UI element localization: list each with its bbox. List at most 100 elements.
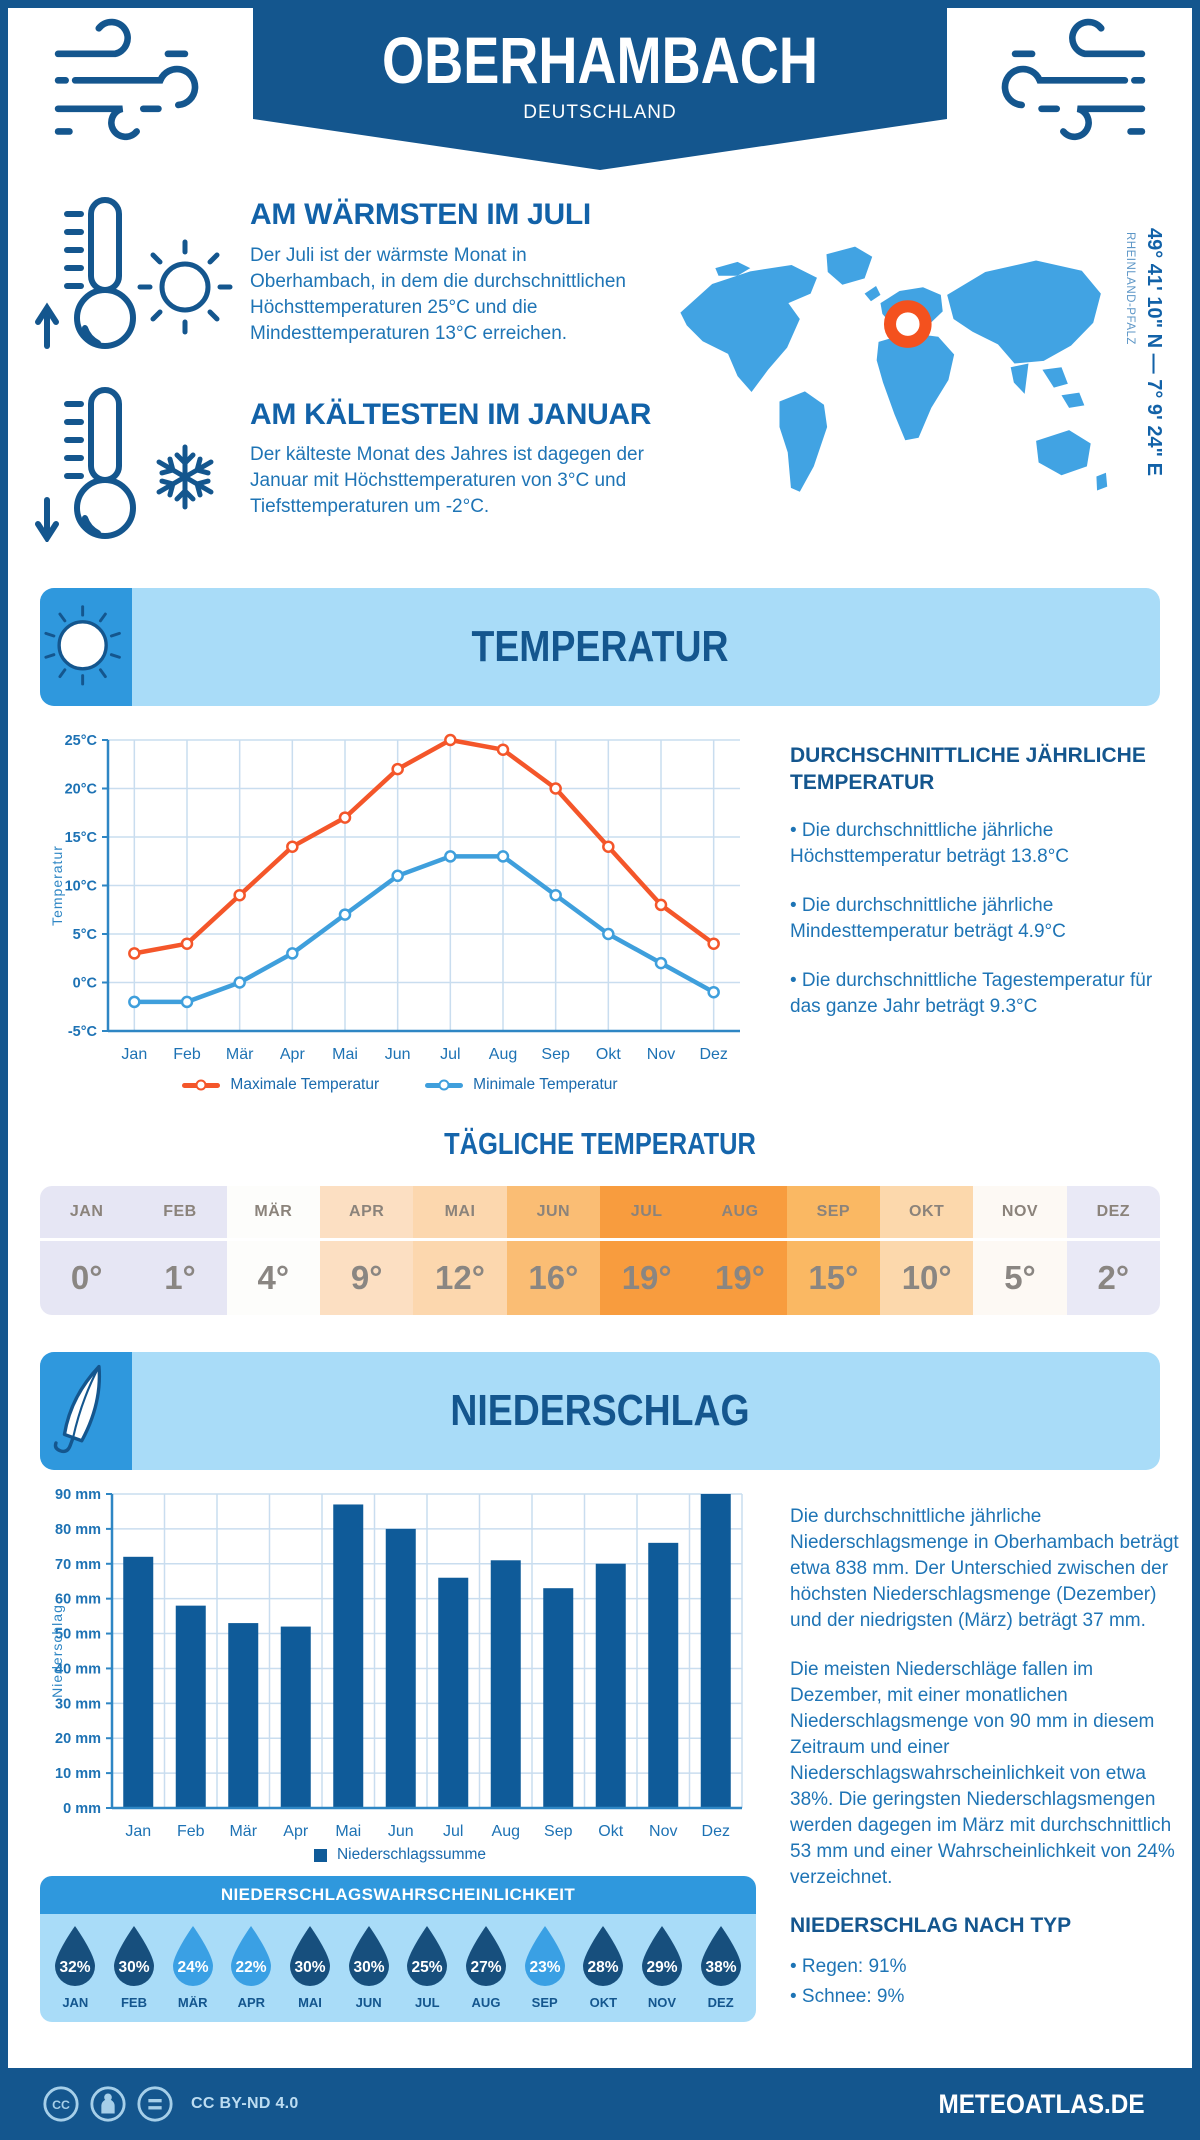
svg-text:Aug: Aug	[489, 1046, 517, 1063]
location-marker	[883, 300, 932, 348]
svg-text:40 mm: 40 mm	[55, 1661, 101, 1677]
temperature-fact: • Die durchschnittliche Tagestemperatur …	[790, 970, 1153, 1017]
facts-heading: DURCHSCHNITTLICHE JÄHRLICHE TEMPERATUR	[790, 744, 1146, 794]
svg-text:30 mm: 30 mm	[55, 1696, 101, 1712]
precipitation-text: Die durchschnittliche jährliche Niedersc…	[790, 1504, 1180, 2012]
daily-value-cell: 19°	[600, 1241, 694, 1315]
precip-type-item: • Schnee: 9%	[790, 1986, 905, 2007]
probability-drop: 30% FEB	[105, 1924, 164, 2010]
probability-drop: 30% MAI	[281, 1924, 340, 2010]
daily-month-cell: MAI	[413, 1186, 507, 1238]
raindrop-icon: 30%	[348, 1926, 389, 1986]
world-map	[655, 210, 1125, 555]
svg-text:0°C: 0°C	[73, 976, 98, 992]
page-subtitle: DEUTSCHLAND	[523, 102, 677, 123]
daily-value-cell: 4°	[226, 1241, 320, 1315]
probability-month-label: JUN	[355, 1995, 382, 2010]
wind-icon	[42, 16, 237, 158]
svg-text:24%: 24%	[177, 1959, 208, 1976]
probability-drop: 23% SEP	[515, 1924, 574, 2010]
svg-text:Apr: Apr	[280, 1046, 306, 1063]
probability-drop: 38% DEZ	[691, 1924, 750, 2010]
svg-text:Jul: Jul	[440, 1046, 460, 1063]
svg-text:10°C: 10°C	[65, 879, 98, 895]
probability-month-label: APR	[237, 1995, 266, 2010]
svg-text:Jun: Jun	[385, 1046, 411, 1063]
svg-text:Okt: Okt	[598, 1823, 623, 1840]
cc-by-icon	[90, 2086, 126, 2122]
precipitation-section-title: NIEDERSCHLAG	[450, 1386, 750, 1435]
svg-text:Mai: Mai	[332, 1046, 358, 1063]
svg-text:Mär: Mär	[226, 1046, 254, 1063]
svg-text:Feb: Feb	[177, 1823, 205, 1840]
svg-text:22%: 22%	[236, 1959, 267, 1976]
thermometer-warm-icon	[33, 192, 243, 352]
temperature-section-title: TEMPERATUR	[471, 622, 729, 671]
svg-text:Sep: Sep	[541, 1046, 570, 1063]
svg-text:23%: 23%	[529, 1959, 560, 1976]
raindrop-icon: 24%	[172, 1926, 213, 1986]
sun-icon	[137, 239, 233, 335]
footer: CC CC BY-ND 4.0 METEOATLAS.DE	[0, 2068, 1200, 2140]
svg-text:Jun: Jun	[388, 1823, 414, 1840]
daily-value-cell: 2°	[1066, 1241, 1160, 1315]
probability-month-label: AUG	[471, 1995, 501, 2010]
temperature-facts: DURCHSCHNITTLICHE JÄHRLICHE TEMPERATUR •…	[790, 742, 1180, 1043]
raindrop-icon: 27%	[465, 1926, 506, 1986]
wind-icon	[963, 16, 1158, 158]
svg-text:20°C: 20°C	[65, 782, 98, 798]
temperature-fact: • Die durchschnittliche jährliche Höchst…	[790, 820, 1070, 867]
daily-month-cell: JUN	[506, 1186, 600, 1238]
probability-month-label: SEP	[531, 1995, 558, 2010]
raindrop-icon: 25%	[407, 1926, 448, 1986]
daily-month-cell: MÄR	[226, 1186, 320, 1238]
precipitation-paragraph: Die durchschnittliche jährliche Niedersc…	[790, 1506, 1179, 1631]
svg-text:32%: 32%	[60, 1959, 91, 1976]
svg-text:Nov: Nov	[649, 1823, 677, 1840]
daily-month-cell: FEB	[133, 1186, 227, 1238]
raindrop-icon: 38%	[700, 1926, 741, 1986]
svg-text:Jan: Jan	[121, 1046, 147, 1063]
probability-month-label: JAN	[62, 1995, 89, 2010]
snowflake-icon	[156, 444, 214, 510]
svg-text:25°C: 25°C	[65, 733, 98, 749]
legend-line-marker	[182, 1082, 221, 1088]
sun-icon	[40, 588, 132, 706]
daily-month-cell: SEP	[786, 1186, 880, 1238]
cc-icon: CC	[43, 2086, 79, 2122]
svg-text:30%: 30%	[118, 1959, 149, 1976]
warmest-heading: AM WÄRMSTEN IM JULI	[250, 198, 591, 231]
svg-text:28%: 28%	[588, 1959, 619, 1976]
svg-text:Feb: Feb	[173, 1046, 201, 1063]
daily-value-cell: 5°	[973, 1241, 1067, 1315]
coldest-text: Der kälteste Monat des Jahres ist dagege…	[250, 444, 644, 517]
svg-text:Temperatur: Temperatur	[50, 845, 65, 926]
probability-drop: 29% NOV	[633, 1924, 692, 2010]
daily-value-cell: 9°	[320, 1241, 414, 1315]
probability-drop: 30% JUN	[339, 1924, 398, 2010]
raindrop-icon: 30%	[289, 1926, 330, 1986]
daily-month-cell: JUL	[600, 1186, 694, 1238]
svg-text:Niederschlag: Niederschlag	[50, 1604, 65, 1698]
legend-label: Minimale Temperatur	[473, 1076, 618, 1093]
daily-value-cell: 10°	[880, 1241, 974, 1315]
svg-text:25%: 25%	[412, 1959, 443, 1976]
temperature-chart-legend: Maximale Temperatur Minimale Temperatur	[50, 1076, 750, 1094]
svg-text:Okt: Okt	[596, 1046, 621, 1063]
coordinates-label: 49° 41' 10" N — 7° 9' 24" E	[1143, 228, 1165, 476]
thermometer-cold-icon	[33, 382, 243, 544]
precip-probability-title: NIEDERSCHLAGSWAHRSCHEINLICHKEIT	[40, 1876, 756, 1914]
daily-value-cell: 15°	[786, 1241, 880, 1315]
probability-month-label: MÄR	[177, 1995, 208, 2010]
daily-value-cell: 19°	[693, 1241, 787, 1315]
svg-text:-5°C: -5°C	[68, 1024, 98, 1040]
daily-month-cell: AUG	[693, 1186, 787, 1238]
probability-month-label: OKT	[589, 1995, 618, 2010]
svg-text:Jul: Jul	[443, 1823, 463, 1840]
warmest-text: Der Juli ist der wärmste Monat in Oberha…	[250, 245, 626, 344]
temperature-fact: • Die durchschnittliche jährliche Mindes…	[790, 895, 1066, 942]
legend-label: Niederschlagssumme	[336, 1846, 487, 1863]
legend-item: Niederschlagssumme	[313, 1846, 487, 1864]
probability-month-label: MAI	[298, 1995, 322, 2010]
svg-text:Jan: Jan	[125, 1823, 151, 1840]
